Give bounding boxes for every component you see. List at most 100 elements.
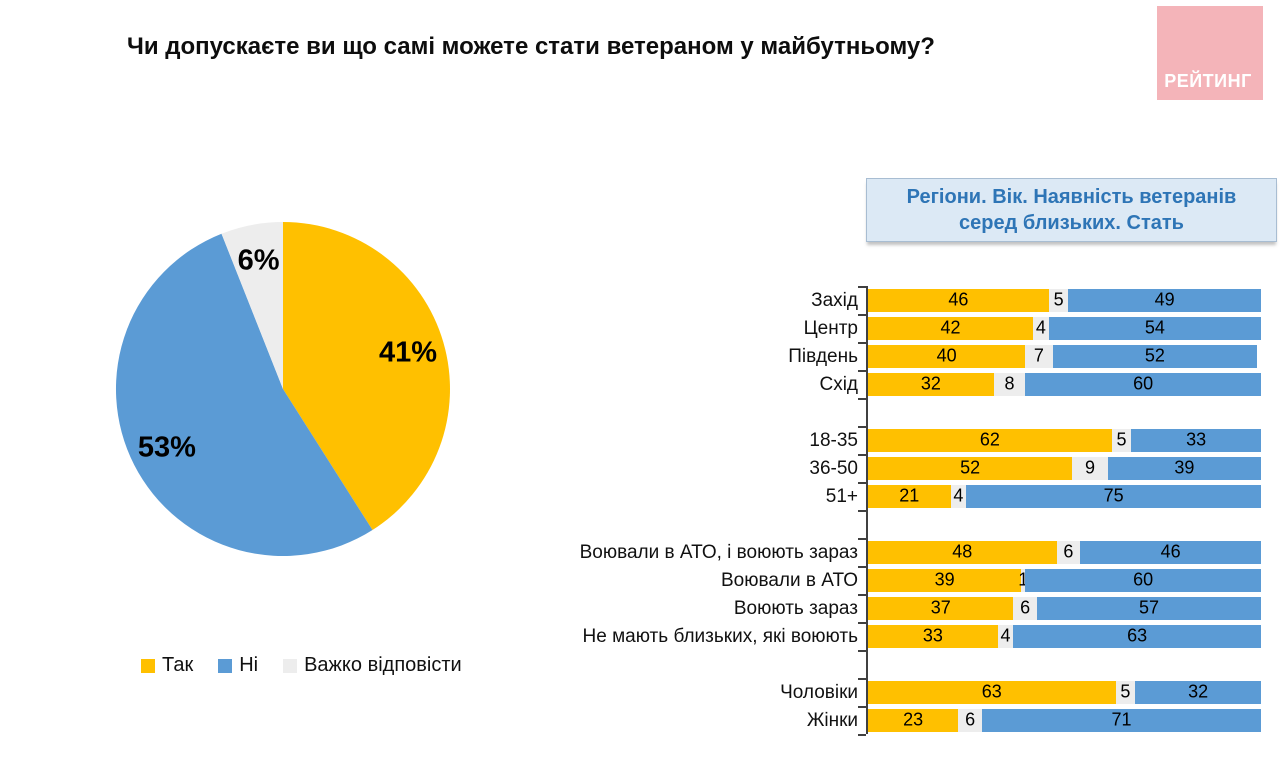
pie-chart bbox=[115, 222, 450, 557]
bar-row: 33 4 63 bbox=[868, 624, 1261, 648]
bar-segment-yes: 52 bbox=[868, 456, 1073, 480]
axis-tick bbox=[858, 510, 866, 512]
bar-value: 21 bbox=[899, 485, 920, 506]
rating-logo: РЕЙТИНГ bbox=[1157, 6, 1263, 100]
bar-segment-yes: 63 bbox=[868, 680, 1116, 704]
pie-slice-2 bbox=[115, 233, 373, 557]
bar-row-label: Чоловіки bbox=[780, 681, 858, 703]
bar-value: 49 bbox=[1154, 289, 1175, 310]
bar-row-label: Воювали в АТО, і воюють зараз bbox=[579, 541, 858, 563]
bar-segment-no: 32 bbox=[1135, 680, 1261, 704]
bar-value: 6 bbox=[965, 709, 976, 730]
bar-segment-yes: 62 bbox=[868, 428, 1112, 452]
bar-segment-dk: 5 bbox=[1048, 288, 1069, 312]
bar-value: 60 bbox=[1133, 569, 1154, 590]
bar-value: 33 bbox=[922, 625, 943, 646]
bar-segment-yes: 42 bbox=[868, 316, 1034, 340]
bar-value: 39 bbox=[1174, 457, 1195, 478]
axis-tick bbox=[858, 650, 866, 652]
bar-segment-dk: 6 bbox=[1056, 540, 1081, 564]
legend-label: Ні bbox=[239, 654, 259, 676]
legend-item-3: Важко відповісти bbox=[283, 654, 462, 677]
bar-value: 54 bbox=[1144, 317, 1165, 338]
bar-segment-no: 33 bbox=[1131, 428, 1261, 452]
axis-tick bbox=[858, 594, 866, 596]
bar-row: 21 4 75 bbox=[868, 484, 1261, 508]
bar-value: 1 bbox=[1018, 569, 1029, 590]
pie-value-label: 53% bbox=[137, 431, 196, 464]
bar-chart-title: Регіони. Вік. Наявність ветеранів серед … bbox=[866, 178, 1277, 242]
bar-segment-dk: 5 bbox=[1111, 428, 1132, 452]
bar-value: 4 bbox=[1000, 625, 1011, 646]
bar-value: 60 bbox=[1133, 373, 1154, 394]
bar-row-label: Воювали в АТО bbox=[720, 569, 858, 591]
bar-segment-dk: 8 bbox=[993, 372, 1026, 396]
bar-segment-no: 49 bbox=[1068, 288, 1261, 312]
bar-segment-dk: 7 bbox=[1025, 344, 1053, 368]
bar-value: 75 bbox=[1103, 485, 1124, 506]
bar-segment-yes: 48 bbox=[868, 540, 1057, 564]
bar-value: 46 bbox=[1160, 541, 1181, 562]
bar-value: 46 bbox=[948, 289, 969, 310]
legend-item-1: Так bbox=[141, 654, 193, 677]
bar-segment-dk: 6 bbox=[958, 708, 982, 732]
bar-row-label: Схід bbox=[819, 373, 858, 395]
bar-row: 46 5 49 bbox=[868, 288, 1261, 312]
axis-tick bbox=[858, 314, 866, 316]
pie-value-label: 6% bbox=[237, 244, 280, 277]
bar-row-label: Не мають близьких, які воюють bbox=[582, 625, 858, 647]
axis-tick bbox=[858, 426, 866, 428]
bar-value: 57 bbox=[1138, 597, 1159, 618]
bar-segment-no: 39 bbox=[1107, 456, 1261, 480]
bar-value: 6 bbox=[1063, 541, 1074, 562]
bar-value: 7 bbox=[1033, 345, 1044, 366]
pie-value-label: 41% bbox=[379, 336, 438, 369]
axis-tick bbox=[858, 286, 866, 288]
axis-tick bbox=[858, 398, 866, 400]
bar-segment-no: 57 bbox=[1036, 596, 1261, 620]
bar-row: 40 7 52 bbox=[868, 344, 1258, 368]
bar-segment-yes: 40 bbox=[868, 344, 1026, 368]
pie-slice-1 bbox=[283, 222, 450, 530]
bar-segment-yes: 33 bbox=[868, 624, 998, 648]
bar-segment-yes: 37 bbox=[868, 596, 1014, 620]
page-title: Чи допускаєте ви що самі можете стати ве… bbox=[127, 33, 935, 60]
bar-value: 62 bbox=[979, 429, 1000, 450]
bar-segment-dk: 4 bbox=[1033, 316, 1049, 340]
axis-tick bbox=[858, 538, 866, 540]
axis-tick bbox=[858, 566, 866, 568]
bar-segment-no: 54 bbox=[1048, 316, 1261, 340]
axis-tick bbox=[858, 678, 866, 680]
bar-segment-no: 75 bbox=[966, 484, 1261, 508]
bar-value: 39 bbox=[934, 569, 955, 590]
bar-row-label: Воюють зараз bbox=[733, 597, 858, 619]
bar-value: 4 bbox=[1035, 317, 1046, 338]
bar-value: 5 bbox=[1053, 289, 1064, 310]
bar-segment-yes: 21 bbox=[868, 484, 951, 508]
bar-value: 32 bbox=[920, 373, 941, 394]
legend-item-2: Ні bbox=[218, 654, 258, 677]
bar-value: 23 bbox=[903, 709, 924, 730]
bar-value: 48 bbox=[952, 541, 973, 562]
bar-segment-dk: 5 bbox=[1115, 680, 1136, 704]
bar-segment-no: 71 bbox=[981, 708, 1261, 732]
pie-slice-3 bbox=[221, 222, 283, 389]
bar-value: 52 bbox=[960, 457, 981, 478]
bar-segment-dk: 6 bbox=[1013, 596, 1037, 620]
bar-row-label: 51+ bbox=[825, 485, 858, 507]
bar-segment-yes: 46 bbox=[868, 288, 1049, 312]
bar-row: 39 1 60 bbox=[868, 568, 1261, 592]
bar-row-label: Південь bbox=[788, 345, 858, 367]
bar-segment-dk: 4 bbox=[950, 484, 967, 508]
bar-row: 48 6 46 bbox=[868, 540, 1261, 564]
bar-segment-dk: 4 bbox=[997, 624, 1014, 648]
bar-segment-no: 52 bbox=[1052, 344, 1258, 368]
axis-tick bbox=[858, 734, 866, 736]
legend-swatch-icon bbox=[141, 658, 155, 673]
bar-value: 5 bbox=[1120, 681, 1131, 702]
category-axis bbox=[866, 286, 868, 734]
bar-value: 63 bbox=[981, 681, 1002, 702]
axis-tick bbox=[858, 482, 866, 484]
bar-segment-yes: 39 bbox=[868, 568, 1022, 592]
bar-row: 23 6 71 bbox=[868, 708, 1261, 732]
